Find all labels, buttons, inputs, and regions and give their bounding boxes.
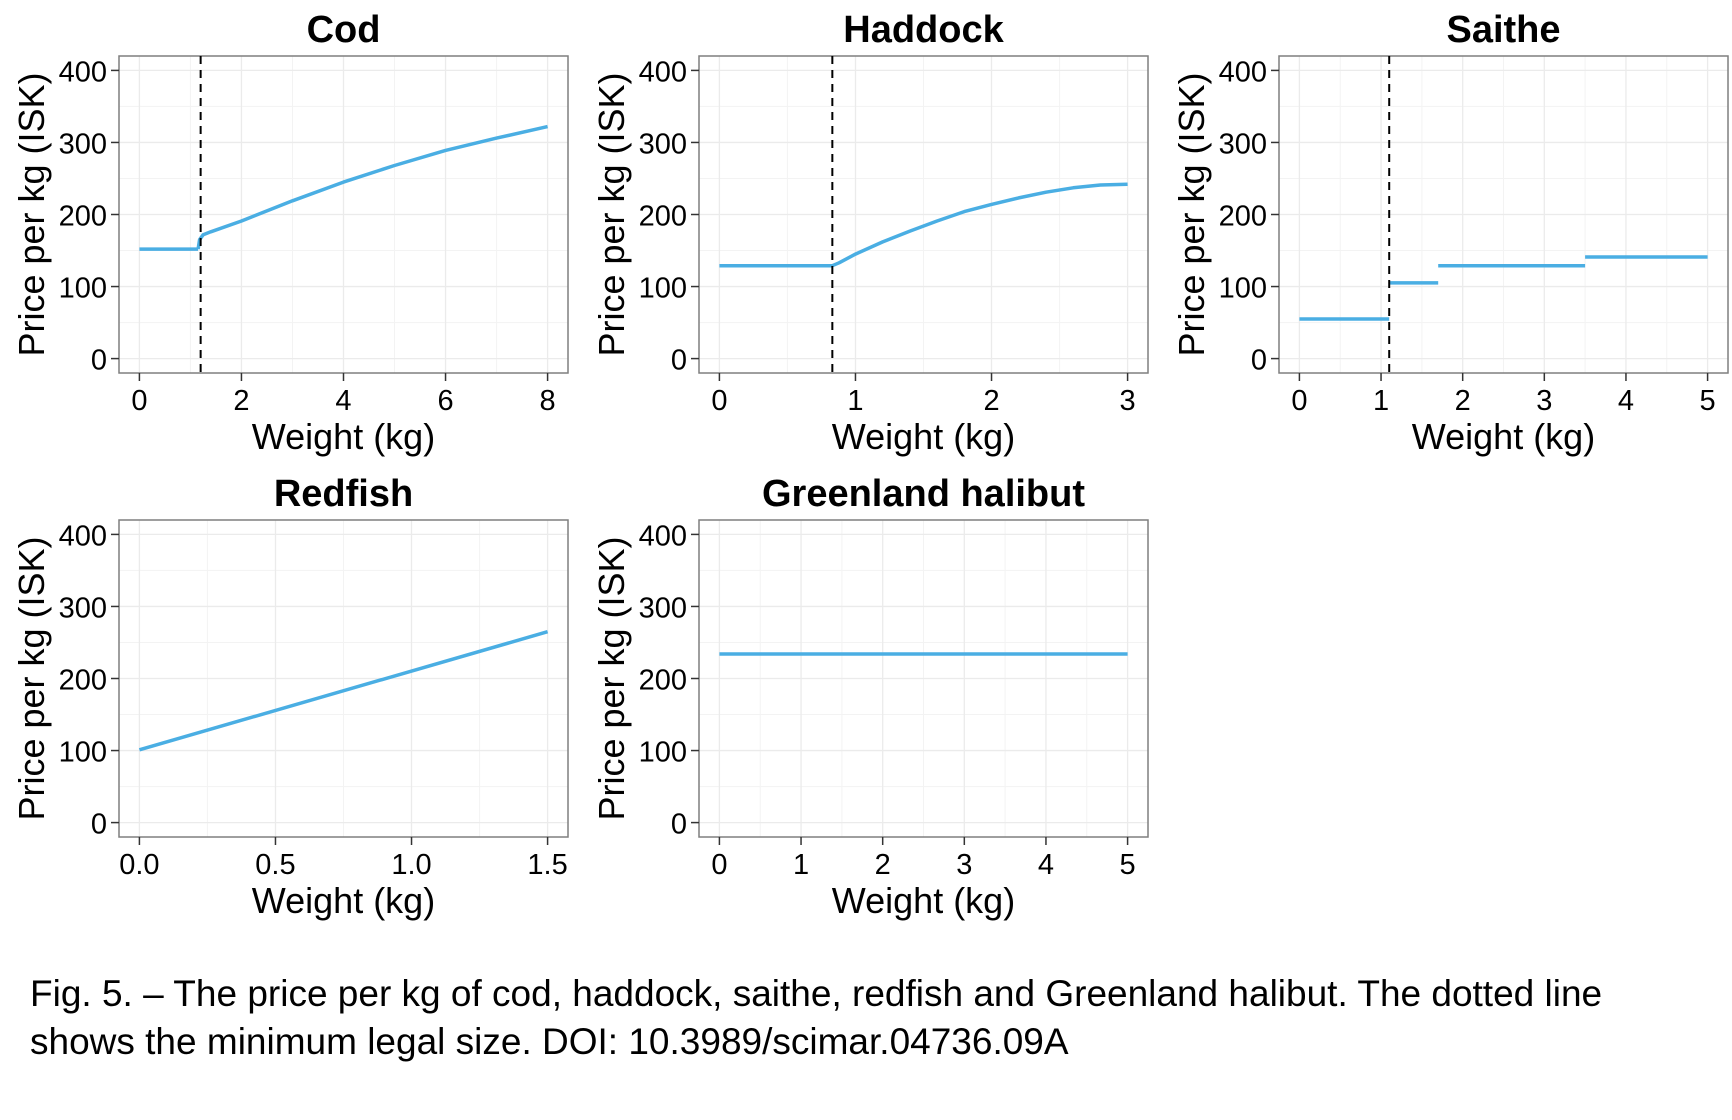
panel-title: Redfish (274, 473, 413, 515)
x-tick-label: 1.0 (391, 849, 431, 881)
y-tick-label: 100 (59, 273, 107, 305)
chart-panel-3: 0 100 200 300 400 0 1 2 3 4 5 Saithe Weight (kg) Pric… (1171, 9, 1729, 457)
x-axis-label: Weight (kg) (832, 416, 1015, 457)
x-tick-label: 2 (875, 849, 891, 881)
price-line (719, 182, 1128, 268)
x-tick-label: 2 (233, 385, 249, 417)
y-tick-label: 400 (59, 520, 107, 552)
x-tick-label: 1 (793, 849, 809, 881)
y-tick-label: 0 (1251, 345, 1267, 377)
x-tick-label: 5 (1120, 849, 1136, 881)
x-tick-label: 0.0 (119, 849, 159, 881)
figure-caption: Fig. 5. – The price per kg of cod, haddo… (30, 970, 1710, 1066)
x-tick-label: 6 (437, 385, 453, 417)
chart-panel-5: 0 100 200 300 400 0 1 2 3 4 5 Greenland halibut Weig… (591, 473, 1149, 921)
x-tick-label: 1 (847, 385, 863, 417)
x-tick-label: 5 (1700, 385, 1716, 417)
x-tick-label: 3 (956, 849, 972, 881)
price-line (196, 124, 548, 250)
chart-panel-2: 0 100 200 300 400 0 1 2 3 Haddock Weight (kg) Price… (591, 9, 1149, 457)
y-tick-label: 0 (91, 345, 107, 377)
y-tick-label: 0 (671, 809, 687, 841)
chart-panel-4: 0 100 200 300 400 0.0 0.5 1.0 1.5 Redfish Weight (… (11, 473, 569, 921)
y-tick-label: 100 (639, 273, 687, 305)
caption-line-2: shows the minimum legal size. DOI: 10.39… (30, 1021, 1069, 1062)
y-tick-label: 200 (59, 201, 107, 233)
x-axis-label: Weight (kg) (252, 880, 435, 921)
y-tick-label: 200 (59, 665, 107, 697)
y-tick-label: 100 (639, 737, 687, 769)
y-tick-label: 100 (1219, 273, 1267, 305)
y-tick-label: 200 (639, 665, 687, 697)
panel-title: Cod (307, 9, 381, 51)
y-axis-label: Price per kg (ISK) (1171, 72, 1212, 356)
y-tick-label: 0 (91, 809, 107, 841)
y-axis-label: Price per kg (ISK) (11, 536, 52, 820)
x-tick-label: 2 (1455, 385, 1471, 417)
y-axis-label: Price per kg (ISK) (11, 72, 52, 356)
y-tick-label: 400 (639, 56, 687, 88)
y-tick-label: 300 (639, 592, 687, 624)
x-tick-label: 0.5 (255, 849, 295, 881)
x-tick-label: 4 (335, 385, 351, 417)
x-tick-label: 0 (711, 849, 727, 881)
x-axis-label: Weight (kg) (252, 416, 435, 457)
y-axis-label: Price per kg (ISK) (591, 536, 632, 820)
y-tick-label: 200 (639, 201, 687, 233)
x-tick-label: 1.5 (527, 849, 567, 881)
chart-panel-1: 0 100 200 300 400 0 2 4 6 8 Cod Weight (kg) Price pe… (11, 9, 569, 457)
y-tick-label: 100 (59, 737, 107, 769)
x-tick-label: 3 (1536, 385, 1552, 417)
x-tick-label: 0 (131, 385, 147, 417)
x-tick-label: 8 (540, 385, 556, 417)
y-tick-label: 400 (639, 520, 687, 552)
y-axis-label: Price per kg (ISK) (591, 72, 632, 356)
panel-title: Greenland halibut (762, 473, 1085, 515)
caption-line-1: Fig. 5. – The price per kg of cod, haddo… (30, 973, 1603, 1014)
x-tick-label: 3 (1120, 385, 1136, 417)
price-line (138, 630, 549, 752)
x-tick-label: 2 (983, 385, 999, 417)
y-tick-label: 400 (1219, 56, 1267, 88)
x-tick-label: 4 (1618, 385, 1634, 417)
x-axis-label: Weight (kg) (832, 880, 1015, 921)
panel-title: Haddock (843, 9, 1004, 51)
y-tick-label: 300 (59, 592, 107, 624)
y-tick-label: 0 (671, 345, 687, 377)
y-tick-label: 300 (59, 128, 107, 160)
x-tick-label: 0 (1291, 385, 1307, 417)
x-tick-label: 0 (711, 385, 727, 417)
y-tick-label: 300 (1219, 128, 1267, 160)
x-axis-label: Weight (kg) (1412, 416, 1595, 457)
y-tick-label: 200 (1219, 201, 1267, 233)
x-tick-label: 1 (1373, 385, 1389, 417)
x-tick-label: 4 (1038, 849, 1054, 881)
y-tick-label: 400 (59, 56, 107, 88)
panel-title: Saithe (1446, 9, 1560, 51)
y-tick-label: 300 (639, 128, 687, 160)
